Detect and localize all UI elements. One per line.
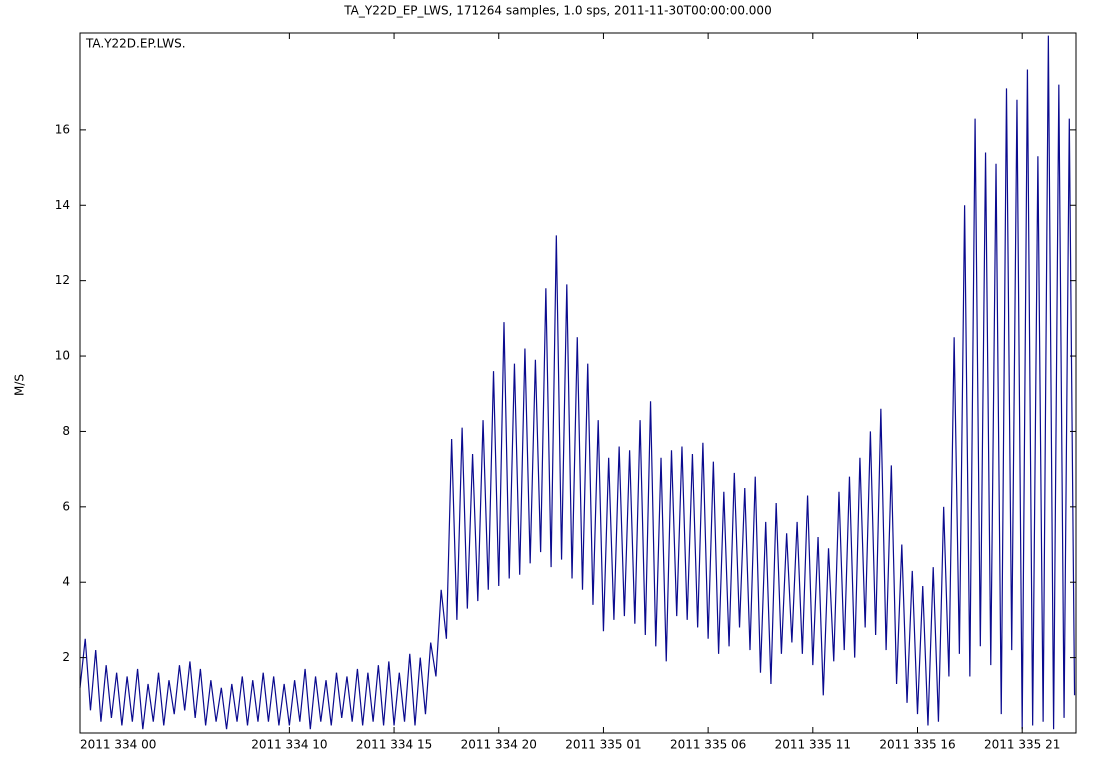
x-tick-label: 2011 334 15: [356, 738, 432, 752]
x-tick-label: 2011 335 11: [775, 738, 851, 752]
plot-area: [79, 35, 1076, 730]
y-tick-label: 12: [55, 273, 70, 287]
y-tick-label: 4: [62, 575, 70, 589]
x-tick-label: 2011 334 10: [251, 738, 327, 752]
x-tick-label: 2011 335 01: [565, 738, 641, 752]
x-tick-label: 2011 335 06: [670, 738, 746, 752]
y-tick-label: 6: [62, 499, 70, 513]
y-tick-label: 10: [55, 349, 70, 363]
x-tick-label: 2011 335 16: [879, 738, 955, 752]
x-tick-label: 2011 334 00: [80, 738, 156, 752]
x-tick-label: 2011 335 21: [984, 738, 1060, 752]
plot-frame: [79, 32, 1077, 734]
chart-title: TA_Y22D_EP_LWS, 171264 samples, 1.0 sps,…: [343, 4, 771, 18]
waveform: [79, 35, 1076, 730]
x-tick-label: 2011 334 20: [461, 738, 537, 752]
y-tick-label: 2: [62, 650, 70, 664]
y-axis-label: M/S: [13, 374, 27, 396]
annotation: TA.Y22D.EP.LWS.: [85, 37, 186, 51]
y-tick-label: 14: [55, 198, 70, 212]
y-tick-label: 8: [62, 424, 70, 438]
y-tick-label: 16: [55, 122, 70, 136]
